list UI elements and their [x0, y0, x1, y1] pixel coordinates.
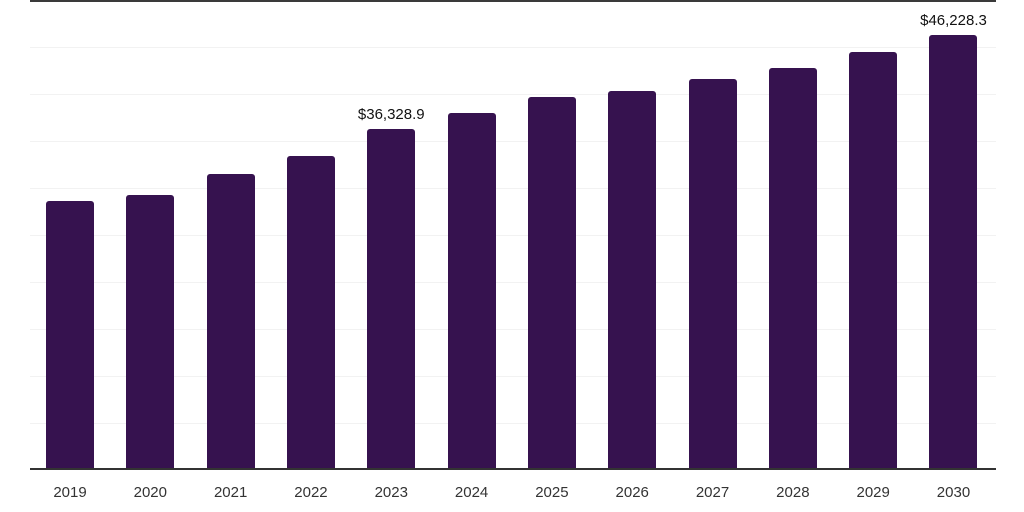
- gridline: [30, 47, 996, 48]
- value-label-2030: $46,228.3: [920, 12, 987, 30]
- x-tick-label-2026: 2026: [615, 484, 649, 501]
- gridline: [30, 141, 996, 142]
- bar-2025: [527, 96, 576, 470]
- bar-2026: [608, 91, 657, 470]
- x-axis-line: [30, 468, 996, 470]
- value-label-2023: $36,328.9: [357, 105, 425, 123]
- x-tick-label-2020: 2020: [133, 484, 167, 501]
- x-tick-label-2029: 2029: [856, 484, 890, 501]
- bar-2020: [126, 194, 175, 470]
- plot-top-border: [30, 0, 996, 2]
- bar-2024: [447, 113, 496, 470]
- gridline: [30, 188, 996, 189]
- bar-2023: [367, 128, 416, 470]
- bar-2027: [688, 79, 737, 470]
- gridline: [30, 282, 996, 283]
- gridline: [30, 329, 996, 330]
- x-tick-label-2027: 2027: [695, 484, 730, 501]
- x-tick-label-2030: 2030: [936, 484, 971, 501]
- x-tick-label-2023: 2023: [374, 484, 408, 501]
- bar-2021: [206, 174, 255, 470]
- gridline: [30, 94, 996, 95]
- x-tick-label-2021: 2021: [213, 484, 248, 501]
- x-tick-label-2025: 2025: [535, 484, 569, 501]
- bar-2030: [929, 35, 978, 470]
- x-tick-label-2019: 2019: [53, 484, 87, 501]
- gridline: [30, 376, 996, 377]
- bar-2029: [849, 52, 898, 470]
- gridline: [30, 423, 996, 424]
- x-axis-labels: 2019 2020 2021 2022 2023 2024 2025 2026 2027 2028…: [0, 470, 1024, 512]
- x-tick-label-2028: 2028: [776, 484, 810, 501]
- bar-2022: [286, 156, 335, 470]
- x-tick-label-2024: 2024: [454, 484, 489, 501]
- x-tick-label-2022: 2022: [294, 484, 328, 501]
- bar-2019: [46, 201, 94, 470]
- bar-2028: [768, 67, 817, 470]
- gridline: [30, 235, 996, 236]
- plot-area: $36,328.9 $46,228.3: [30, 0, 996, 470]
